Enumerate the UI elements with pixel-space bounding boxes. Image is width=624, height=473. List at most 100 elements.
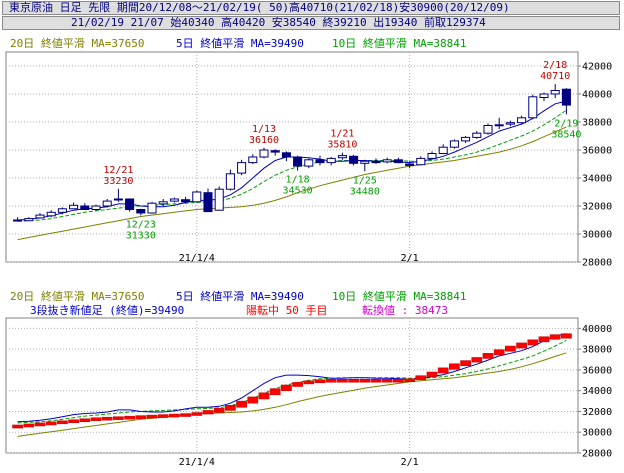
new-price-bar bbox=[68, 419, 79, 424]
new-price-bar bbox=[57, 420, 68, 425]
candle-up bbox=[113, 198, 123, 201]
candle-down bbox=[371, 160, 381, 164]
legend-ma10: 10日 終値平滑 MA=38841 bbox=[332, 37, 467, 50]
candle-up bbox=[248, 156, 258, 164]
candle-up bbox=[102, 200, 112, 207]
candlestick-panel: 28000 30000 32000 34000 36000 38000 40000 42000… bbox=[5, 51, 612, 269]
candle-down bbox=[281, 152, 291, 158]
annotation-value: 36160 bbox=[249, 135, 279, 146]
new-price-bar bbox=[169, 413, 180, 418]
candle-down bbox=[136, 209, 146, 214]
candle-up bbox=[192, 191, 202, 203]
annotation-date: 12/21 bbox=[103, 165, 133, 176]
top-ytick-label: 32000 bbox=[582, 202, 612, 213]
bot-ytick-label: 32000 bbox=[582, 407, 612, 418]
top-ma20-line bbox=[17, 126, 567, 241]
annotation-date: 1/25 bbox=[353, 175, 377, 186]
new-price-panel: 28000 30000 32000 34000 36000 38000 40000 21/1/… bbox=[5, 317, 612, 468]
top-xtick-label: 2/1 bbox=[401, 253, 419, 264]
new-price-bar bbox=[213, 408, 225, 413]
annotation-date: 2/19 bbox=[554, 118, 578, 129]
annotation-value: 34530 bbox=[283, 186, 313, 197]
top-ytick-label: 42000 bbox=[582, 62, 612, 73]
candle-up bbox=[483, 125, 493, 134]
new-price-bar bbox=[269, 388, 281, 396]
new-price-bar bbox=[135, 415, 147, 419]
new-price-bar bbox=[538, 336, 550, 343]
annotation-date: 12/23 bbox=[126, 219, 156, 230]
legend-ma20: 20日 終値平滑 MA=37650 bbox=[10, 37, 145, 50]
candle-down bbox=[203, 192, 213, 213]
new-price-bar bbox=[191, 412, 203, 416]
candle-up bbox=[225, 173, 235, 190]
bot-xtick-label: 21/1/4 bbox=[179, 457, 215, 468]
annotation-date: 1/21 bbox=[330, 129, 354, 140]
candle-up bbox=[326, 157, 336, 164]
new-price-bar bbox=[337, 379, 348, 383]
new-price-bar bbox=[549, 334, 561, 340]
new-price-bar bbox=[34, 422, 46, 427]
annotation-date: 2/18 bbox=[543, 60, 567, 71]
new-price-bar bbox=[113, 416, 124, 420]
chart-header-line2: 21/02/19 21/07 始40340 高40420 安38540 終392… bbox=[2, 16, 620, 30]
candle-up bbox=[472, 132, 482, 138]
candle-down bbox=[561, 88, 571, 106]
new-price-bar bbox=[381, 379, 393, 383]
legend-reversal-value: 転換値 : 38473 bbox=[362, 304, 448, 317]
bot-ytick-label: 30000 bbox=[582, 428, 612, 439]
new-price-bar bbox=[247, 396, 259, 404]
new-price-bar bbox=[180, 413, 191, 417]
candle-down bbox=[315, 159, 325, 164]
candle-up bbox=[539, 93, 549, 98]
new-price-bar bbox=[516, 342, 527, 349]
new-price-bar bbox=[561, 333, 572, 339]
bot-ytick-label: 40000 bbox=[582, 324, 612, 335]
candle-up bbox=[550, 90, 560, 95]
new-price-bar bbox=[79, 418, 91, 422]
new-price-bar bbox=[146, 414, 158, 419]
candle-up bbox=[259, 149, 269, 158]
candle-up bbox=[382, 159, 392, 163]
annotation-date: 1/18 bbox=[286, 175, 310, 186]
new-price-bar bbox=[292, 382, 303, 387]
bot-ytick-label: 34000 bbox=[582, 386, 612, 397]
candle-up bbox=[237, 162, 247, 174]
candle-up bbox=[505, 122, 515, 125]
candle-up bbox=[438, 146, 448, 154]
new-price-bar bbox=[202, 410, 214, 415]
new-price-bar bbox=[449, 363, 460, 370]
candle-up bbox=[69, 204, 79, 210]
new-price-bar bbox=[527, 339, 539, 346]
new-price-bar bbox=[460, 360, 471, 367]
new-price-bar bbox=[437, 367, 449, 374]
candle-down bbox=[270, 150, 280, 153]
top-ma10-line bbox=[17, 109, 567, 222]
candle-up bbox=[57, 208, 67, 213]
candle-up bbox=[158, 201, 168, 205]
legend-ma10-bottom: 10日 終値平滑 MA=38841 bbox=[332, 290, 467, 303]
annotation-value: 31330 bbox=[126, 230, 156, 241]
candle-up bbox=[337, 155, 347, 159]
candle-down bbox=[125, 198, 135, 210]
candle-up bbox=[528, 96, 538, 119]
new-price-bar bbox=[471, 357, 483, 363]
new-price-bar bbox=[404, 378, 415, 382]
new-price-bar bbox=[325, 379, 337, 383]
candle-down bbox=[393, 159, 403, 164]
top-ytick-label: 34000 bbox=[582, 174, 612, 185]
candle-down bbox=[293, 156, 303, 167]
legend-ma5: 5日 終値平滑 MA=39490 bbox=[176, 37, 304, 50]
new-price-bar bbox=[505, 345, 516, 352]
top-ytick-label: 30000 bbox=[582, 230, 612, 241]
candle-up bbox=[169, 198, 179, 202]
annotation-value: 35810 bbox=[327, 140, 357, 151]
candle-up bbox=[517, 117, 527, 124]
new-price-bar bbox=[157, 414, 169, 418]
annotation-date: 1/13 bbox=[252, 124, 276, 135]
new-price-bar bbox=[225, 404, 236, 411]
candle-up bbox=[416, 157, 426, 166]
bot-ytick-label: 28000 bbox=[582, 449, 612, 460]
candle-up bbox=[427, 153, 437, 159]
new-price-bar bbox=[258, 392, 270, 400]
new-price-bar bbox=[348, 379, 359, 383]
